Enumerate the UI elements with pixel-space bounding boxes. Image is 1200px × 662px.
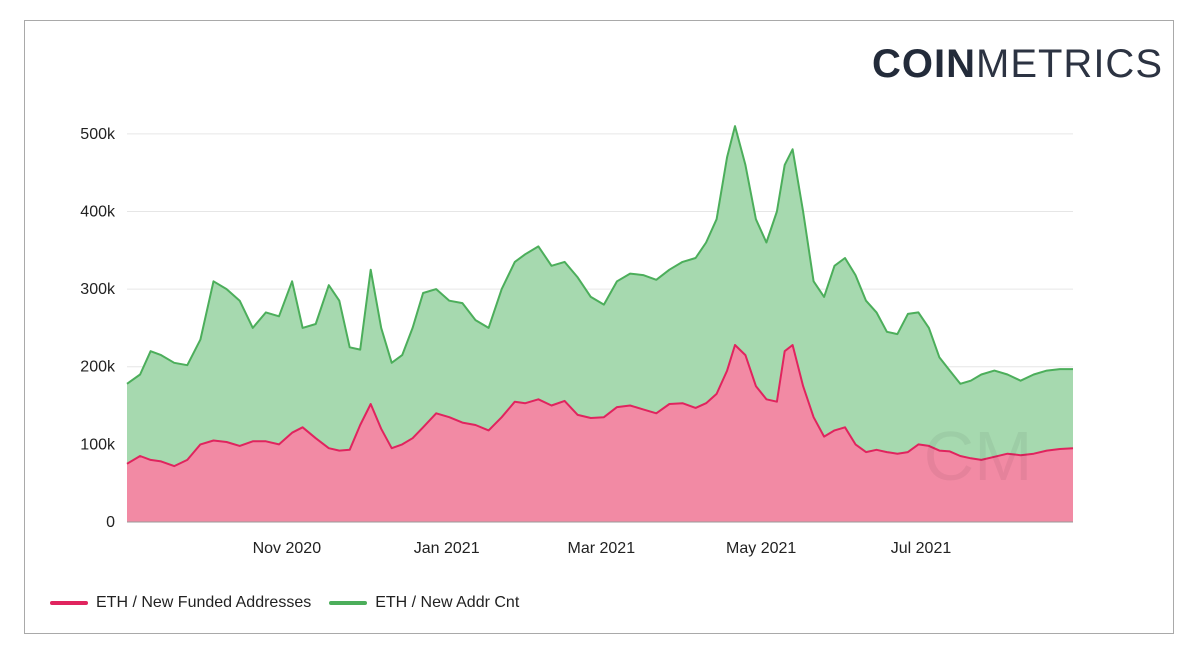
cm-watermark: CM [924, 417, 1033, 495]
legend-label-funded: ETH / New Funded Addresses [96, 594, 312, 611]
x-tick-label: Nov 2020 [253, 540, 322, 557]
logo-light-part: METRICS [976, 42, 1163, 86]
y-tick-label: 500k [80, 126, 116, 143]
series-lines [126, 125, 1074, 468]
y-tick-label: 400k [80, 203, 116, 220]
x-tick-label: Jul 2021 [891, 540, 952, 557]
legend: ETH / New Funded Addresses ETH / New Add… [50, 594, 519, 612]
series-areas [127, 126, 1073, 522]
logo-bold-part: COIN [872, 42, 976, 86]
legend-item-addr-cnt[interactable]: ETH / New Addr Cnt [329, 594, 519, 612]
y-tick-label: 100k [80, 436, 116, 453]
legend-swatch-addr-cnt [329, 601, 368, 605]
y-tick-label: 0 [106, 514, 115, 531]
x-tick-label: Mar 2021 [568, 540, 636, 557]
legend-item-funded[interactable]: ETH / New Funded Addresses [50, 594, 311, 612]
line-funded [126, 344, 1074, 468]
legend-label-addr-cnt: ETH / New Addr Cnt [375, 594, 520, 611]
area-funded [127, 345, 1073, 522]
coinmetrics-logo: COINMETRICS [872, 44, 1163, 84]
line-addr-cnt [126, 125, 1073, 385]
y-tick-label: 200k [80, 359, 116, 376]
y-axis-ticks: 0 100k 200k 300k 400k 500k [80, 126, 116, 531]
x-axis-ticks: Nov 2020 Jan 2021 Mar 2021 May 2021 Jul 2021 [253, 540, 952, 557]
x-tick-label: May 2021 [726, 540, 796, 557]
legend-swatch-funded [50, 601, 88, 605]
x-tick-label: Jan 2021 [414, 540, 480, 557]
svg-text:CM: CM [924, 417, 1033, 495]
y-tick-label: 300k [80, 281, 116, 298]
